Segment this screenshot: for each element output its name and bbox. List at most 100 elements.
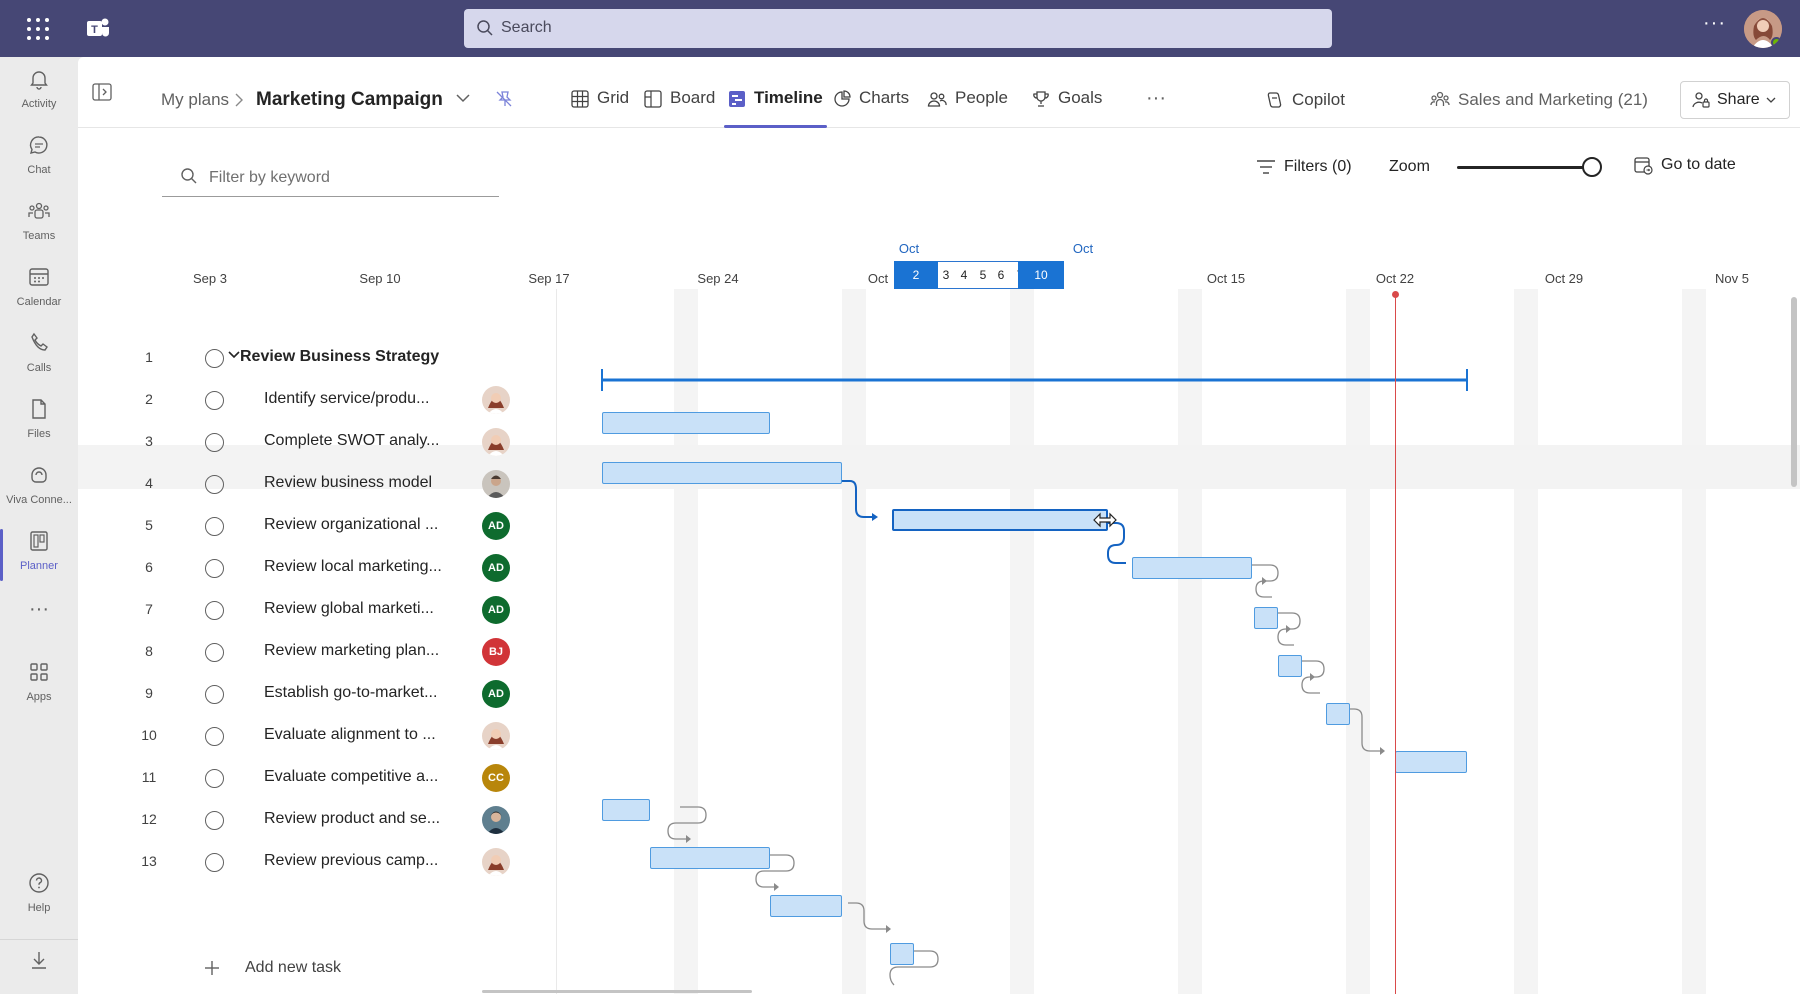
task-complete-checkbox[interactable] (205, 391, 224, 410)
horizontal-scrollbar[interactable] (482, 990, 752, 993)
task-complete-checkbox[interactable] (205, 769, 224, 788)
breadcrumb-my-plans[interactable]: My plans (161, 90, 230, 109)
person-lock-icon (1692, 92, 1710, 108)
task-number: 3 (145, 433, 153, 449)
task-complete-checkbox[interactable] (205, 475, 224, 494)
charts-icon (834, 90, 851, 107)
task-bar-selected[interactable] (892, 509, 1108, 531)
filter-keyword-input[interactable]: Filter by keyword (162, 157, 499, 197)
assignee-avatar[interactable]: AD (482, 554, 510, 582)
task-complete-checkbox[interactable] (205, 643, 224, 662)
task-bar[interactable] (602, 799, 650, 821)
rail-chat[interactable]: Chat (0, 127, 78, 189)
assignee-avatar[interactable] (482, 470, 510, 498)
assignee-avatar[interactable] (482, 722, 510, 750)
user-avatar[interactable] (1744, 10, 1782, 48)
task-name: Review organizational ... (264, 516, 439, 533)
task-row[interactable]: 7 Review global marketi... AD (78, 589, 568, 631)
selection-start-day[interactable]: 2 (894, 261, 938, 289)
task-row[interactable]: 11 Evaluate competitive a... CC (78, 757, 568, 799)
task-complete-checkbox[interactable] (205, 685, 224, 704)
collapse-chevron-icon[interactable] (228, 350, 240, 360)
task-row[interactable]: 1 Review Business Strategy (78, 337, 568, 379)
task-complete-checkbox[interactable] (205, 559, 224, 578)
assignee-avatar[interactable] (482, 806, 510, 834)
rail-planner[interactable]: Planner (0, 523, 78, 585)
rail-files[interactable]: Files (0, 391, 78, 453)
tab-goals[interactable]: Goals (1032, 88, 1102, 128)
share-button[interactable]: Share (1680, 81, 1790, 119)
filters-button[interactable]: Filters (0) (1256, 158, 1352, 176)
more-options-icon[interactable]: ··· (1703, 12, 1726, 34)
panel-toggle-icon[interactable] (92, 83, 112, 101)
task-bar[interactable] (1132, 557, 1252, 579)
copilot-button[interactable]: Copilot (1264, 90, 1345, 110)
task-complete-checkbox[interactable] (205, 433, 224, 452)
rail-more[interactable]: ··· (0, 597, 78, 627)
tab-timeline[interactable]: Timeline (724, 88, 827, 128)
task-row[interactable]: 9 Establish go-to-market... AD (78, 673, 568, 715)
task-complete-checkbox[interactable] (205, 811, 224, 830)
task-row[interactable]: 12 Review product and se... (78, 799, 568, 841)
group-members-button[interactable]: Sales and Marketing (21) (1430, 90, 1648, 110)
assignee-avatar[interactable] (482, 386, 510, 414)
rail-viva[interactable]: Viva Conne... (0, 457, 78, 519)
task-complete-checkbox[interactable] (205, 601, 224, 620)
tab-charts[interactable]: Charts (833, 88, 909, 128)
vertical-scrollbar[interactable] (1791, 297, 1797, 487)
task-row[interactable]: 2 Identify service/produ... (78, 379, 568, 421)
task-bar[interactable] (602, 412, 770, 434)
task-bar[interactable] (1278, 655, 1302, 677)
zoom-slider-track[interactable] (1457, 166, 1597, 169)
plan-title[interactable]: Marketing Campaign (256, 89, 443, 110)
task-row[interactable]: 6 Review local marketing... AD (78, 547, 568, 589)
task-row[interactable]: 13 Review previous camp... (78, 841, 568, 883)
task-complete-checkbox[interactable] (205, 727, 224, 746)
task-bar[interactable] (1326, 703, 1350, 725)
task-row[interactable]: 3 Complete SWOT analy... (78, 421, 568, 463)
assignee-avatar[interactable] (482, 428, 510, 456)
assignee-avatar[interactable]: CC (482, 764, 510, 792)
task-row[interactable]: 8 Review marketing plan... BJ (78, 631, 568, 673)
search-input[interactable]: Search (464, 9, 1332, 48)
rail-calls[interactable]: Calls (0, 325, 78, 387)
task-complete-checkbox[interactable] (205, 349, 224, 368)
tab-board[interactable]: Board (644, 88, 715, 128)
zoom-slider-thumb[interactable] (1582, 157, 1602, 177)
unpin-icon[interactable] (494, 89, 514, 109)
task-bar[interactable] (890, 943, 914, 965)
selection-end-day[interactable]: 10 (1018, 261, 1064, 289)
assignee-avatar[interactable]: BJ (482, 638, 510, 666)
task-bar[interactable] (770, 895, 842, 917)
task-bar[interactable] (602, 462, 842, 484)
task-row[interactable]: 10 Evaluate alignment to ... (78, 715, 568, 757)
rail-activity[interactable]: Activity (0, 61, 78, 123)
add-new-task-button[interactable]: Add new task (203, 959, 341, 977)
app-launcher-icon[interactable] (24, 15, 52, 43)
task-complete-checkbox[interactable] (205, 517, 224, 536)
go-to-date-button[interactable]: Go to date (1633, 155, 1736, 175)
more-tabs-icon[interactable]: ··· (1146, 87, 1166, 109)
task-bar[interactable] (650, 847, 770, 869)
rail-apps[interactable]: Apps (0, 654, 78, 716)
chevron-down-icon[interactable] (456, 93, 470, 103)
task-bar[interactable] (1395, 751, 1467, 773)
assignee-avatar[interactable]: AD (482, 680, 510, 708)
teams-logo-icon: T (87, 18, 109, 37)
top-bar: T Search ··· (0, 0, 1800, 57)
rail-help[interactable]: Help (0, 865, 78, 927)
rail-download[interactable] (0, 939, 78, 983)
resize-handle-icon[interactable] (1090, 509, 1128, 531)
task-name: Establish go-to-market... (264, 684, 438, 701)
assignee-avatar[interactable]: AD (482, 512, 510, 540)
task-bar[interactable] (1254, 607, 1278, 629)
task-row[interactable]: 4 Review business model (78, 463, 568, 505)
rail-teams[interactable]: Teams (0, 193, 78, 255)
task-row[interactable]: 5 Review organizational ... AD (78, 505, 568, 547)
rail-calendar[interactable]: Calendar (0, 259, 78, 321)
tab-people[interactable]: People (927, 88, 1008, 128)
assignee-avatar[interactable]: AD (482, 596, 510, 624)
tab-grid[interactable]: Grid (571, 88, 629, 128)
assignee-avatar[interactable] (482, 848, 510, 876)
task-complete-checkbox[interactable] (205, 853, 224, 872)
